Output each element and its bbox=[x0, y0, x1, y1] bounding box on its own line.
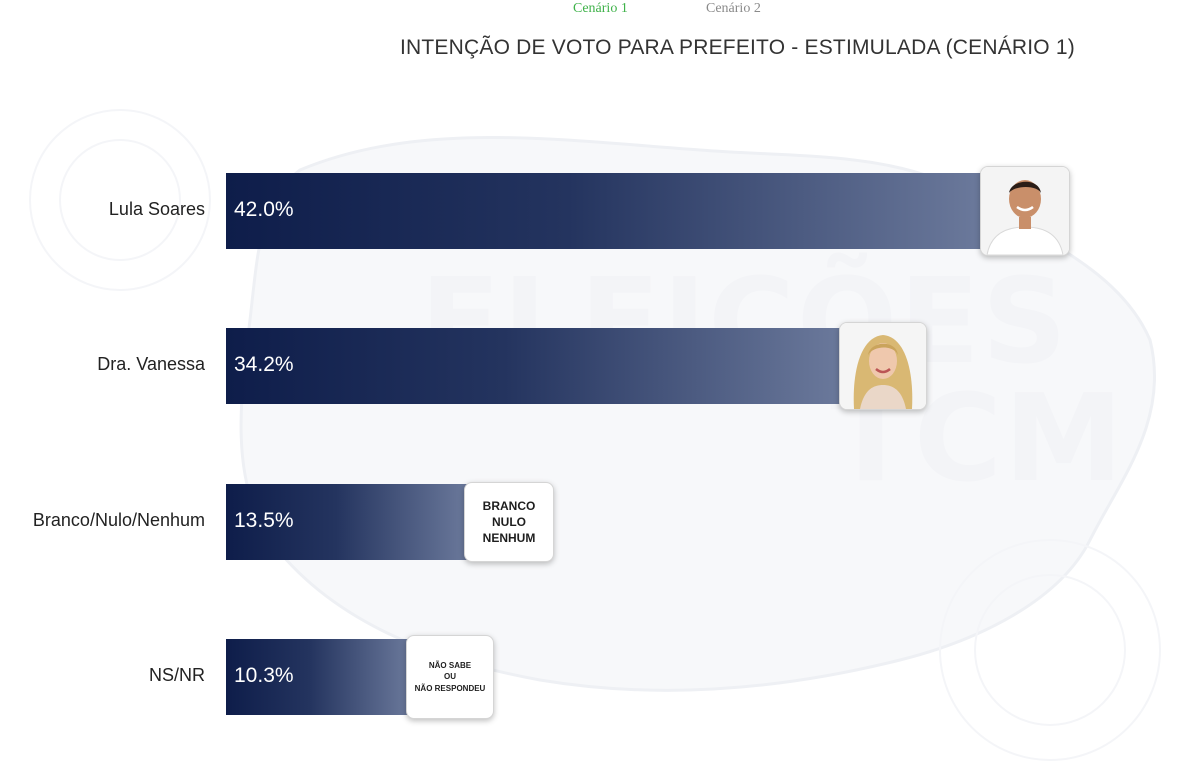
chart-row: NS/NR 10.3% NÃO SABE OU NÃO RESPONDEU bbox=[0, 635, 1179, 719]
woman-candidate-photo-icon bbox=[839, 322, 927, 410]
scenario-tabs: Cenário 1 Cenário 2 bbox=[0, 0, 1179, 20]
bar bbox=[226, 484, 470, 560]
bar-value-label: 13.5% bbox=[234, 509, 294, 532]
chart-row: Dra. Vanessa 34.2% bbox=[0, 322, 1179, 410]
badge-line: NULO bbox=[492, 514, 526, 529]
badge-line: NÃO SABE bbox=[428, 661, 472, 671]
badge-line: OU bbox=[444, 672, 456, 682]
badge-text: NÃO SABE OU NÃO RESPONDEU bbox=[407, 636, 493, 718]
badge-line: BRANCO bbox=[482, 498, 536, 513]
bar-value-label: 42.0% bbox=[234, 198, 294, 221]
chart-row: Branco/Nulo/Nenhum 13.5% BRANCO NULO NENHUM bbox=[0, 482, 1179, 562]
badge-line: NÃO RESPONDEU bbox=[414, 683, 486, 693]
tab-cenario-2[interactable]: Cenário 2 bbox=[706, 1, 761, 16]
bar bbox=[226, 328, 845, 404]
man-candidate-photo-icon bbox=[980, 166, 1070, 256]
category-label: Branco/Nulo/Nenhum bbox=[32, 510, 205, 530]
bar-value-label: 10.3% bbox=[234, 664, 294, 687]
badge-text: BRANCO NULO NENHUM bbox=[465, 483, 553, 561]
chart-title: INTENÇÃO DE VOTO PARA PREFEITO - ESTIMUL… bbox=[400, 36, 1075, 59]
chart-row: Lula Soares 42.0% bbox=[0, 166, 1179, 256]
bar bbox=[226, 639, 412, 715]
badge-line: NENHUM bbox=[482, 531, 536, 546]
category-label: Dra. Vanessa bbox=[97, 354, 205, 374]
category-badge: NÃO SABE OU NÃO RESPONDEU bbox=[406, 635, 494, 719]
bar bbox=[226, 173, 986, 249]
category-label: NS/NR bbox=[148, 665, 205, 685]
tab-cenario-1[interactable]: Cenário 1 bbox=[573, 1, 628, 16]
bar-value-label: 34.2% bbox=[234, 353, 294, 376]
category-badge: BRANCO NULO NENHUM bbox=[464, 482, 554, 562]
category-label: Lula Soares bbox=[108, 199, 205, 219]
